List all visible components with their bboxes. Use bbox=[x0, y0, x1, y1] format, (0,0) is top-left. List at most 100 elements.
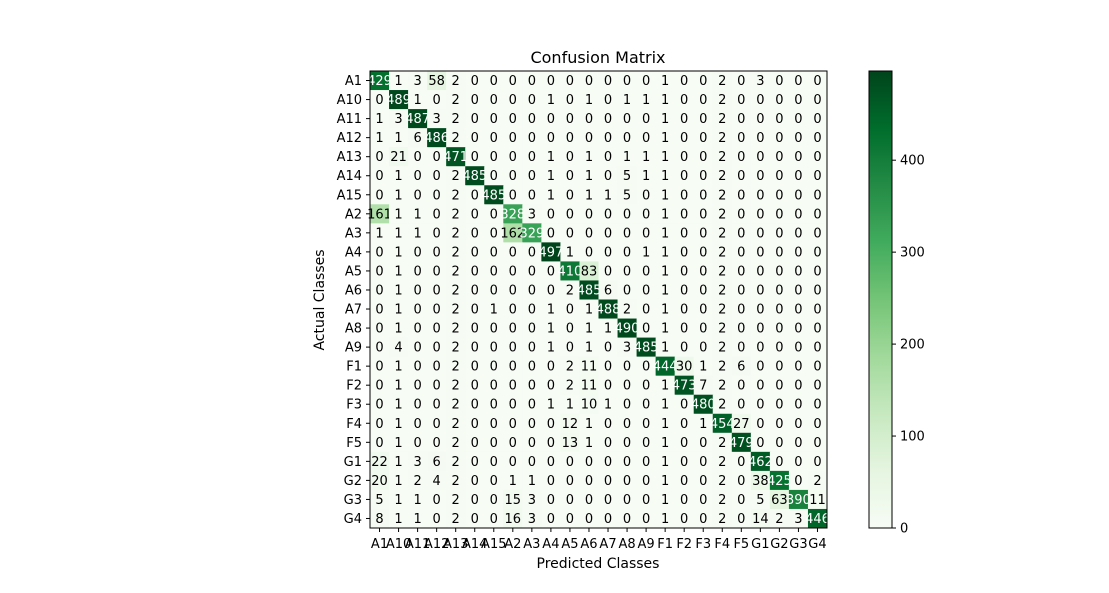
cell-value-label: 0 bbox=[413, 283, 421, 298]
cell-value-label: 0 bbox=[737, 283, 745, 298]
cell-value-label: 0 bbox=[375, 245, 383, 260]
cell-value-label: 6 bbox=[413, 131, 421, 146]
x-tick-label: F2 bbox=[676, 537, 692, 552]
heatmap-cell bbox=[655, 90, 676, 110]
cell-value-label: 0 bbox=[813, 360, 821, 375]
heatmap-cell bbox=[712, 128, 733, 148]
heatmap-cell bbox=[522, 432, 542, 453]
heatmap-cell bbox=[389, 185, 409, 205]
heatmap-cell bbox=[788, 337, 809, 358]
cell-value-label: 0 bbox=[756, 188, 764, 203]
heatmap-cell bbox=[389, 223, 409, 243]
y-tick-label: A7 bbox=[345, 303, 362, 318]
heatmap-cell bbox=[541, 147, 561, 167]
cell-value-label: 0 bbox=[433, 283, 441, 298]
cell-value-label: 0 bbox=[471, 303, 479, 318]
cell-value-label: 0 bbox=[509, 455, 517, 470]
heatmap-cell bbox=[370, 71, 390, 91]
heatmap-cell bbox=[750, 299, 771, 320]
heatmap-cell bbox=[484, 337, 504, 358]
heatmap-cell bbox=[484, 261, 504, 281]
heatmap-cell bbox=[541, 299, 561, 320]
x-tick-label: F1 bbox=[657, 537, 673, 552]
heatmap-cell bbox=[465, 128, 485, 148]
heatmap-cell bbox=[465, 280, 485, 300]
cell-value-label: 2 bbox=[452, 360, 460, 375]
heatmap-cell bbox=[674, 280, 695, 300]
heatmap-cell bbox=[788, 204, 809, 224]
heatmap-cell bbox=[769, 166, 790, 186]
heatmap-cell bbox=[465, 375, 485, 396]
heatmap-cell bbox=[503, 337, 523, 358]
cell-value-label: 0 bbox=[794, 74, 802, 89]
heatmap-cell bbox=[465, 356, 485, 377]
heatmap-cell bbox=[484, 71, 504, 91]
cell-value-label: 1 bbox=[661, 493, 669, 508]
cell-value-label: 0 bbox=[566, 169, 574, 184]
heatmap-cell bbox=[541, 280, 561, 300]
cell-value-label: 485 bbox=[634, 341, 659, 356]
cell-value-label: 0 bbox=[680, 417, 688, 432]
cell-value-label: 2 bbox=[775, 512, 783, 527]
heatmap-cell bbox=[370, 318, 390, 339]
heatmap-cell bbox=[788, 109, 809, 129]
cell-value-label: 0 bbox=[794, 322, 802, 337]
cell-value-label: 6 bbox=[737, 360, 745, 375]
cell-value-label: 329 bbox=[519, 226, 544, 241]
heatmap-cell bbox=[655, 109, 676, 129]
heatmap-cell bbox=[598, 489, 619, 510]
cell-value-label: 0 bbox=[433, 188, 441, 203]
colorbar-tick-label: 200 bbox=[900, 338, 925, 353]
cell-value-label: 0 bbox=[737, 169, 745, 184]
heatmap-cell bbox=[560, 470, 580, 491]
cell-value-label: 473 bbox=[672, 379, 697, 394]
cell-value-label: 1 bbox=[661, 455, 669, 470]
cell-value-label: 0 bbox=[623, 207, 631, 222]
heatmap-cell bbox=[731, 451, 752, 472]
cell-value-label: 1 bbox=[642, 93, 650, 108]
cell-value-label: 0 bbox=[756, 417, 764, 432]
cell-value-label: 0 bbox=[680, 436, 688, 451]
cell-value-label: 0 bbox=[642, 512, 650, 527]
cell-value-label: 0 bbox=[471, 74, 479, 89]
heatmap-cell bbox=[408, 223, 428, 243]
cell-value-label: 0 bbox=[471, 112, 479, 127]
cell-value-label: 1 bbox=[394, 322, 402, 337]
cell-value-label: 1 bbox=[509, 474, 517, 489]
heatmap-cell bbox=[750, 394, 771, 415]
cell-value-label: 0 bbox=[471, 417, 479, 432]
cell-value-label: 0 bbox=[413, 341, 421, 356]
heatmap-cell bbox=[769, 375, 790, 396]
heatmap-cell bbox=[465, 242, 485, 262]
heatmap-cell bbox=[731, 185, 752, 205]
heatmap-cell bbox=[560, 432, 580, 453]
cell-value-label: 0 bbox=[604, 169, 612, 184]
heatmap-cell bbox=[446, 356, 466, 377]
cell-value-label: 0 bbox=[585, 112, 593, 127]
heatmap-cell bbox=[693, 470, 714, 491]
cell-value-label: 0 bbox=[547, 436, 555, 451]
heatmap-cell bbox=[674, 375, 695, 396]
heatmap-cell bbox=[389, 109, 409, 129]
cell-value-label: 2 bbox=[452, 398, 460, 413]
cell-value-label: 0 bbox=[756, 398, 764, 413]
heatmap-cell bbox=[769, 280, 790, 300]
cell-value-label: 2 bbox=[566, 283, 574, 298]
cell-value-label: 0 bbox=[604, 455, 612, 470]
cell-value-label: 0 bbox=[566, 512, 574, 527]
cell-value-label: 485 bbox=[462, 169, 487, 184]
heatmap-cell bbox=[788, 242, 809, 262]
heatmap-cell bbox=[389, 470, 409, 491]
cell-value-label: 0 bbox=[433, 150, 441, 165]
cell-value-label: 2 bbox=[718, 264, 726, 279]
heatmap-cell bbox=[807, 166, 828, 186]
heatmap-cell bbox=[598, 204, 619, 224]
heatmap-cell bbox=[750, 71, 771, 91]
cell-value-label: 0 bbox=[528, 303, 536, 318]
heatmap-cell bbox=[769, 109, 790, 129]
cell-value-label: 1 bbox=[661, 436, 669, 451]
heatmap-cell bbox=[484, 489, 504, 510]
heatmap-cell bbox=[465, 109, 485, 129]
heatmap-cell bbox=[427, 432, 447, 453]
heatmap-cell bbox=[731, 280, 752, 300]
